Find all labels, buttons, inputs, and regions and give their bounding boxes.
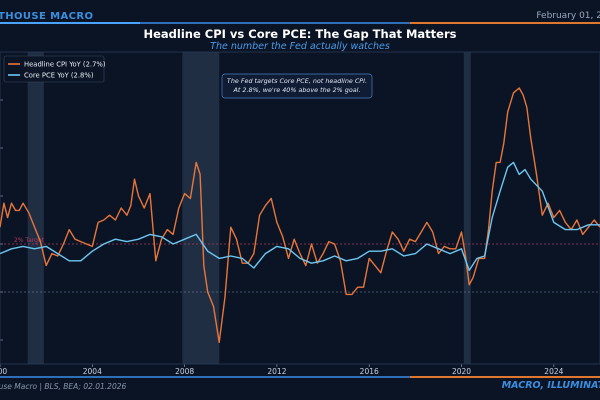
header-divider-accent: [0, 22, 140, 24]
legend-box: [3, 55, 105, 83]
recession-band-0: [27, 52, 44, 364]
headline-cpi-line: [0, 87, 600, 344]
header-divider-orange: [410, 22, 600, 24]
reference-line-label: 2% Target: [14, 237, 45, 244]
source-note: ouse Macro | BLS, BEA; 02.01.2026: [0, 382, 127, 391]
legend-label: Headline CPI YoY (2.7%): [24, 61, 106, 69]
chart-subtitle: The number the Fed actually watches: [210, 41, 390, 52]
x-tick-label: 2004: [83, 367, 102, 376]
core-pce-line: [0, 161, 600, 272]
recession-band-2: [463, 52, 471, 364]
footer-divider: [0, 376, 600, 378]
x-tick-label: 000: [0, 367, 7, 376]
x-tick-label: 2012: [267, 367, 286, 376]
annotation-box: [221, 73, 373, 99]
legend-label: Core PCE YoY (2.8%): [24, 72, 94, 80]
header-divider: [0, 22, 600, 24]
plot-frame: [0, 51, 600, 365]
x-tick-label: 2024: [544, 367, 563, 376]
brand-name: THOUSE MACRO: [0, 11, 94, 22]
brand-tagline: MACRO, ILLUMINAT: [501, 380, 600, 391]
x-tick-label: 2008: [175, 367, 194, 376]
header-bar: THOUSE MACRO February 01, 2: [0, 0, 600, 26]
annotation-text: The Fed targets Core PCE, not headline C…: [227, 77, 367, 94]
footer-divider-orange: [410, 376, 600, 378]
report-date: February 01, 2: [536, 11, 600, 21]
x-tick-label: 2016: [360, 367, 379, 376]
chart-title: Headline CPI vs Core PCE: The Gap That M…: [143, 27, 457, 41]
x-tick-label: 2020: [452, 367, 471, 376]
